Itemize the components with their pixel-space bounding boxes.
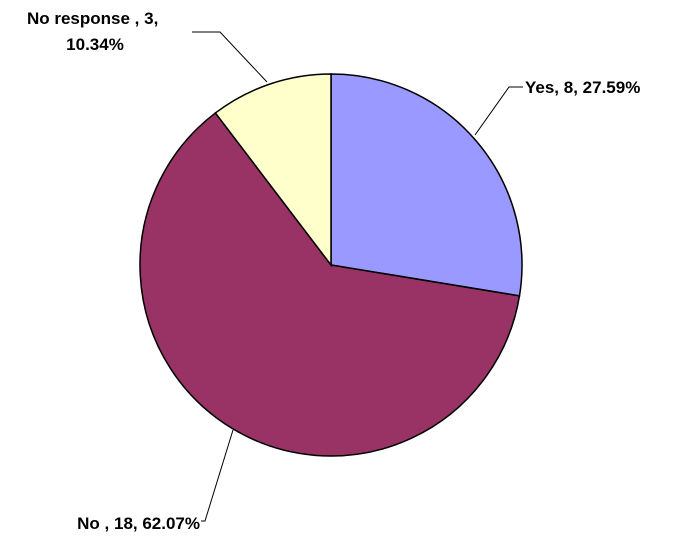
label-no: No , 18, 62.07% — [77, 514, 200, 533]
leader-line-yes — [474, 86, 523, 136]
pie-slice-no-response — [214, 73, 332, 268]
label-leader-lines — [192, 31, 523, 522]
leader-line-no-response — [192, 31, 268, 83]
label-yes: Yes, 8, 27.59% — [525, 78, 640, 97]
leader-line-no — [201, 429, 234, 522]
pie-slices — [139, 73, 523, 457]
label-no-response-line-1: No response , 3, — [27, 9, 158, 28]
label-no-response: No response , 3, 10.34% — [27, 9, 163, 54]
label-no-response-line-2: 10.34% — [66, 35, 124, 54]
pie-slice-yes — [330, 73, 523, 297]
pie-slice-no — [139, 111, 521, 457]
